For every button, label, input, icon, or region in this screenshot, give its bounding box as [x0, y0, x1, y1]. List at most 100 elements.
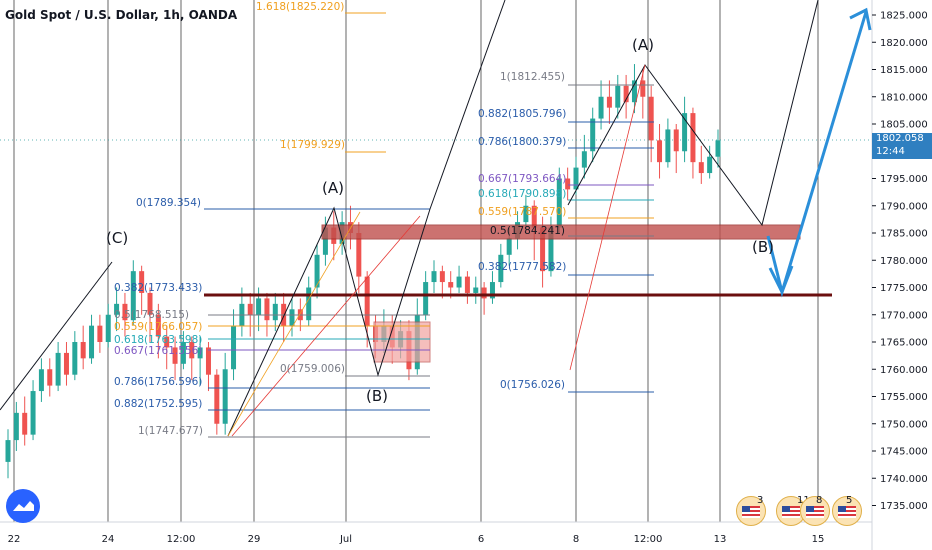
time-tick-label: 12:00 [634, 534, 663, 545]
time-tick-label: 24 [102, 534, 115, 545]
price-tick-label: 1775.000 [880, 283, 928, 294]
price-tick-label: 1755.000 [880, 392, 928, 403]
candle-body [456, 276, 462, 288]
fib-level-label: 0.618(1790.898) [478, 188, 566, 200]
candle-body [489, 282, 495, 299]
price-tick-label: 1820.000 [880, 38, 928, 49]
fib-level-label: 0.882(1805.796) [478, 108, 566, 120]
fib-level-label: 0.5(1784.241) [490, 225, 565, 237]
price-tick-label: 1795.000 [880, 174, 928, 185]
candle-body [264, 298, 270, 321]
candle-body [47, 369, 53, 386]
projection-arrowhead [768, 265, 794, 296]
candle-body [272, 303, 278, 321]
candle-body [473, 287, 479, 293]
candle-body [715, 140, 721, 157]
candle-body [540, 227, 546, 272]
price-tick-label: 1785.000 [880, 229, 928, 240]
price-tick-label: 1735.000 [880, 501, 928, 512]
wave-label: (B) [752, 238, 774, 256]
candle-body [214, 374, 220, 424]
price-tick-label: 1815.000 [880, 65, 928, 76]
candle-body [63, 352, 69, 375]
economic-event-flag-icon[interactable] [832, 496, 862, 526]
fib-level-label: 0.667(1761.556) [114, 345, 202, 357]
candle-body [707, 156, 713, 174]
candle-body [289, 309, 295, 326]
fib-level-label: 0.786(1800.379) [478, 136, 566, 148]
price-tick-label: 1780.000 [880, 256, 928, 267]
economic-event-flag-icon[interactable] [800, 496, 830, 526]
candle-body [30, 391, 36, 435]
candle-body [682, 113, 688, 152]
candle-body [364, 276, 370, 326]
price-tick-label: 1810.000 [880, 92, 928, 103]
fib-level-label: 0.382(1777.582) [478, 261, 566, 273]
fib-level-label: 0(1759.006) [280, 363, 345, 375]
candle-body [615, 85, 621, 108]
candle-body [598, 96, 604, 119]
fib-trend-line [231, 215, 421, 437]
candle-body [256, 298, 262, 315]
time-tick-label: 22 [8, 534, 21, 545]
candle-body [640, 80, 646, 97]
candle-body [673, 129, 679, 152]
candle-body [80, 342, 86, 359]
projection-arrowhead [849, 7, 872, 31]
candlestick-series [5, 64, 721, 479]
candle-body [180, 342, 186, 364]
economic-event-flag-icon[interactable] [736, 496, 766, 526]
candle-body [189, 342, 195, 359]
time-gridlines [0, 0, 872, 522]
candle-body [590, 118, 596, 152]
wave-label: (A) [632, 36, 654, 54]
candle-body [498, 254, 504, 283]
candle-body [690, 113, 696, 163]
wave-line [429, 0, 506, 210]
candle-body [464, 276, 470, 293]
fib-level-label: 1(1812.455) [500, 71, 565, 83]
price-tick-label: 1750.000 [880, 419, 928, 430]
candle-body [698, 162, 704, 174]
wave-labels-layer: (C) (A) (B) (A) (B) [106, 36, 774, 405]
chart-title: Gold Spot / U.S. Dollar, 1h, OANDA [5, 8, 238, 22]
candle-body [13, 412, 19, 441]
wave-label: (A) [322, 179, 344, 197]
fib-trend-line [569, 64, 646, 371]
candle-body [631, 80, 637, 103]
fib-level-label: 1(1747.677) [138, 425, 203, 437]
candle-body [556, 178, 562, 228]
candle-body [531, 205, 537, 228]
wave-line [0, 261, 113, 411]
candle-body [623, 85, 629, 103]
candle-body [72, 342, 78, 375]
fib-level-label: 0.382(1773.433) [114, 282, 202, 294]
time-tick-label: 13 [714, 534, 727, 545]
time-tick-label: 8 [573, 534, 579, 545]
fib-level-label: 1(1799.929) [280, 139, 345, 151]
fib-level-label: 0.618(1763.598) [114, 334, 202, 346]
candle-body [172, 347, 178, 364]
candle-body [565, 178, 571, 190]
bar-countdown-badge: 12:44 [872, 146, 932, 159]
candle-body [38, 369, 44, 392]
candle-body [247, 303, 253, 315]
fib-labels-layer: 0.5(1768.515)0.559(1766.057)0.618(1763.5… [114, 1, 566, 437]
wave-label: (B) [366, 387, 388, 405]
candle-body [114, 303, 120, 315]
fib-level-label: 0.882(1752.595) [114, 398, 202, 410]
time-tick-label: 12:00 [167, 534, 196, 545]
candle-body [648, 96, 654, 141]
candle-body [5, 440, 11, 462]
candle-body [439, 271, 445, 283]
price-tick-label: 1760.000 [880, 365, 928, 376]
candle-body [97, 325, 103, 342]
candle-body [314, 254, 320, 288]
candle-body [231, 325, 237, 370]
fib-level-label: 0(1789.354) [136, 197, 201, 209]
projection-path [766, 11, 868, 298]
current-price-badge: 1802.058 [872, 133, 932, 146]
price-tick-label: 1770.000 [880, 310, 928, 321]
candle-body [657, 140, 663, 163]
